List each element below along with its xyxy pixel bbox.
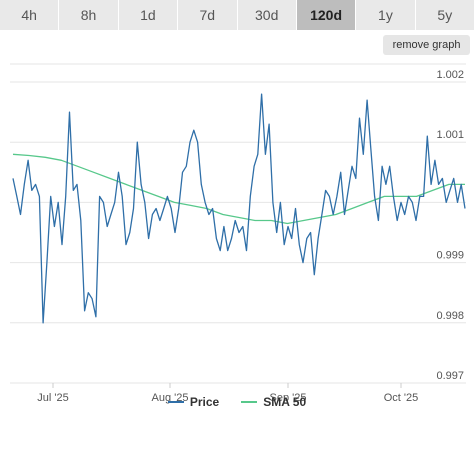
- tab-30d[interactable]: 30d: [237, 0, 297, 30]
- x-tick-label: Oct '25: [384, 392, 419, 404]
- tab-1d[interactable]: 1d: [118, 0, 179, 30]
- legend-item-price[interactable]: Price: [167, 394, 220, 410]
- sma-50-line: [12, 153, 465, 225]
- legend-label-sma: SMA 50: [263, 395, 307, 409]
- y-tick-label: 0.997: [436, 370, 464, 382]
- tab-5y[interactable]: 5y: [415, 0, 474, 30]
- price-line: [12, 93, 466, 324]
- tab-120d[interactable]: 120d: [296, 0, 357, 30]
- y-tick-label: 1.001: [436, 129, 464, 141]
- tab-7d[interactable]: 7d: [178, 0, 238, 30]
- y-tick-label: 0.998: [436, 310, 464, 322]
- x-tick-label: Jul '25: [37, 392, 68, 404]
- chart-series: [12, 93, 466, 324]
- tab-4h[interactable]: 4h: [0, 0, 60, 30]
- remove-graph-button[interactable]: remove graph: [383, 35, 470, 55]
- legend-label-price: Price: [189, 395, 220, 409]
- y-tick-label: 0.999: [436, 250, 464, 262]
- chart-legend: Price SMA 50: [0, 394, 474, 410]
- timeframe-tabs: 4h 8h 1d 7d 30d 120d 1y 5y: [0, 0, 474, 30]
- price-swatch-icon: [167, 401, 184, 403]
- sma-swatch-icon: [241, 401, 258, 403]
- y-tick-label: 1.002: [436, 69, 464, 81]
- x-tick-label: Sep '25: [270, 392, 307, 404]
- legend-item-sma[interactable]: SMA 50: [241, 394, 306, 410]
- y-axis-ticks: 0.997 0.998 0.999 1.001 1.002: [436, 69, 464, 382]
- tab-1y[interactable]: 1y: [356, 0, 416, 30]
- tab-8h[interactable]: 8h: [59, 0, 119, 30]
- chart-grid: [10, 63, 466, 384]
